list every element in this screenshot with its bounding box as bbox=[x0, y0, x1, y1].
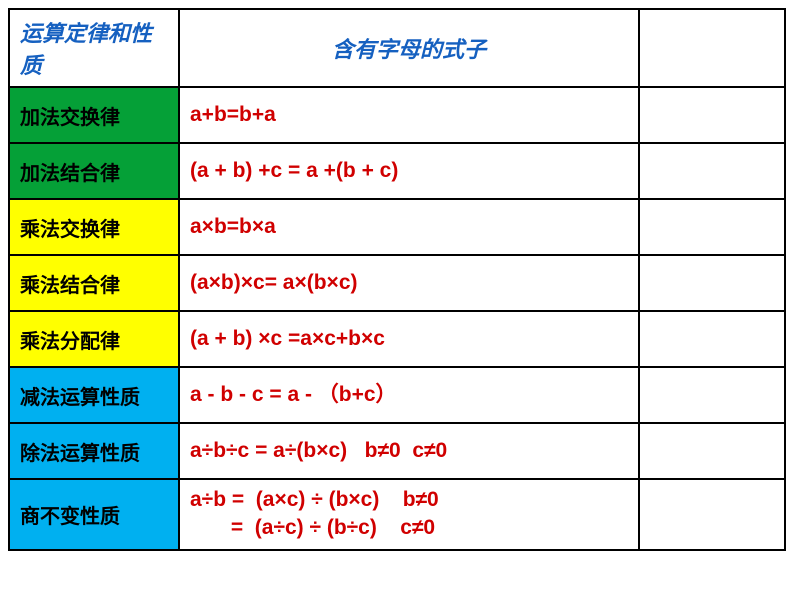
math-laws-table: 运算定律和性质 含有字母的式子 加法交换律 a+b=b+a 加法结合律 (a +… bbox=[8, 8, 786, 551]
law-formula: a+b=b+a bbox=[179, 87, 639, 143]
law-formula: a÷b÷c = a÷(b×c) b≠0 c≠0 bbox=[179, 423, 639, 479]
header-cell-col3 bbox=[639, 9, 785, 87]
table-row: 乘法交换律 a×b=b×a bbox=[9, 199, 785, 255]
law-label: 加法结合律 bbox=[9, 143, 179, 199]
law-label: 减法运算性质 bbox=[9, 367, 179, 423]
law-formula: (a×b)×c= a×(b×c) bbox=[179, 255, 639, 311]
empty-cell bbox=[639, 199, 785, 255]
law-formula: a×b=b×a bbox=[179, 199, 639, 255]
table-row: 加法交换律 a+b=b+a bbox=[9, 87, 785, 143]
table-row: 减法运算性质 a - b - c = a - （b+c） bbox=[9, 367, 785, 423]
law-formula: a - b - c = a - （b+c） bbox=[179, 367, 639, 423]
law-label: 除法运算性质 bbox=[9, 423, 179, 479]
table-header-row: 运算定律和性质 含有字母的式子 bbox=[9, 9, 785, 87]
law-formula: (a + b) +c = a +(b + c) bbox=[179, 143, 639, 199]
table-row: 乘法结合律 (a×b)×c= a×(b×c) bbox=[9, 255, 785, 311]
law-label: 乘法分配律 bbox=[9, 311, 179, 367]
law-formula: (a + b) ×c =a×c+b×c bbox=[179, 311, 639, 367]
table-row: 除法运算性质 a÷b÷c = a÷(b×c) b≠0 c≠0 bbox=[9, 423, 785, 479]
header-cell-col2: 含有字母的式子 bbox=[179, 9, 639, 87]
empty-cell bbox=[639, 143, 785, 199]
table-row: 加法结合律 (a + b) +c = a +(b + c) bbox=[9, 143, 785, 199]
empty-cell bbox=[639, 479, 785, 550]
law-label: 乘法结合律 bbox=[9, 255, 179, 311]
law-label: 加法交换律 bbox=[9, 87, 179, 143]
law-label: 商不变性质 bbox=[9, 479, 179, 550]
table-row: 乘法分配律 (a + b) ×c =a×c+b×c bbox=[9, 311, 785, 367]
law-label: 乘法交换律 bbox=[9, 199, 179, 255]
law-formula: a÷b = (a×c) ÷ (b×c) b≠0 = (a÷c) ÷ (b÷c) … bbox=[179, 479, 639, 550]
empty-cell bbox=[639, 423, 785, 479]
empty-cell bbox=[639, 255, 785, 311]
table-row: 商不变性质 a÷b = (a×c) ÷ (b×c) b≠0 = (a÷c) ÷ … bbox=[9, 479, 785, 550]
empty-cell bbox=[639, 367, 785, 423]
empty-cell bbox=[639, 311, 785, 367]
empty-cell bbox=[639, 87, 785, 143]
header-cell-col1: 运算定律和性质 bbox=[9, 9, 179, 87]
